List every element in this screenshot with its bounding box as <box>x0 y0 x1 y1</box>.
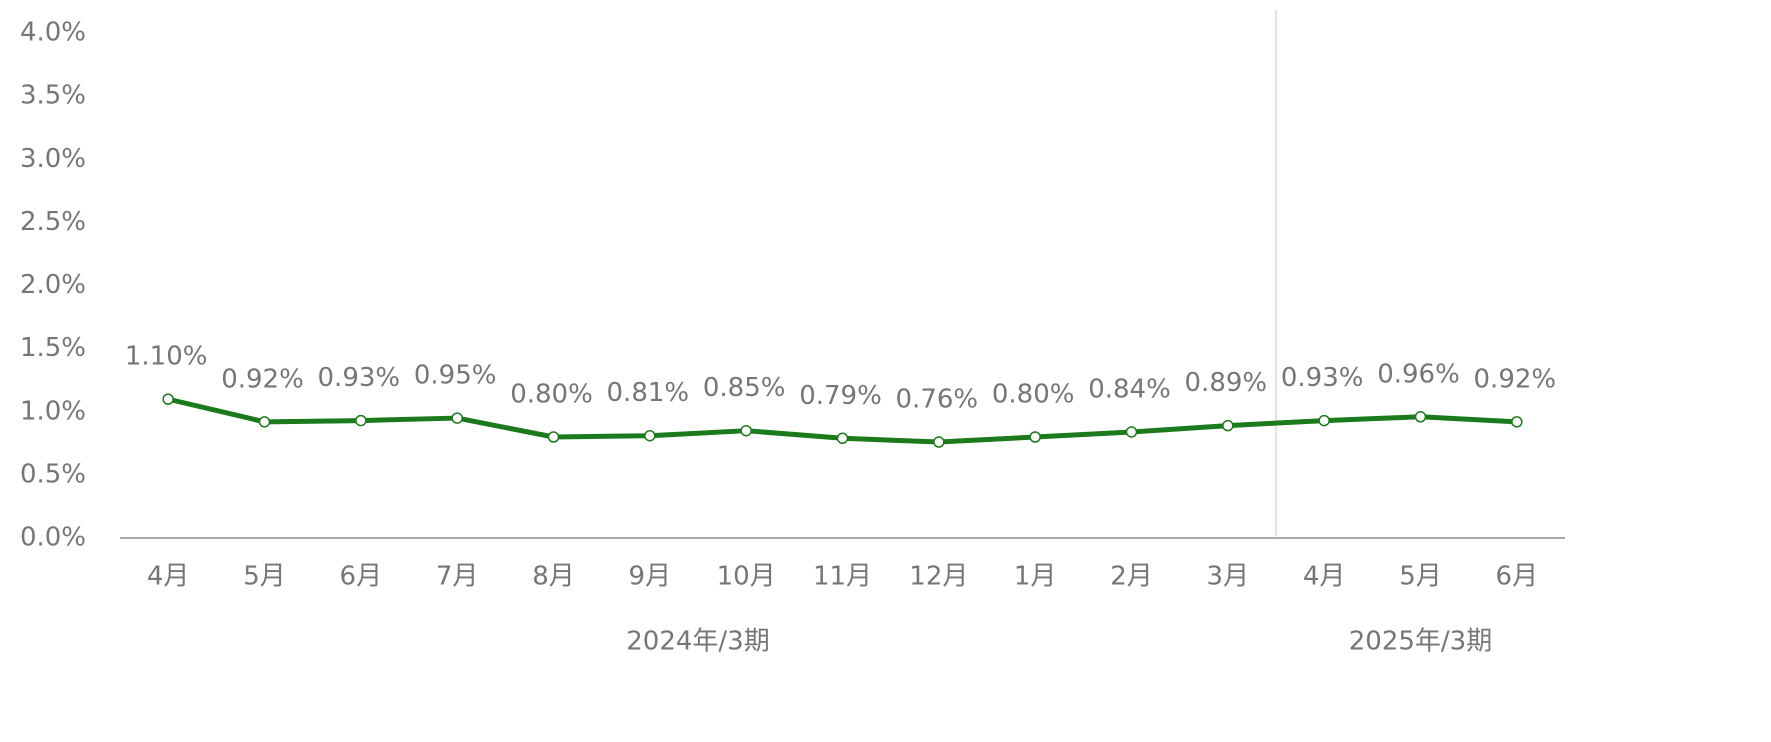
x-tick-label: 12月 <box>909 562 968 592</box>
data-label: 0.96% <box>1377 359 1460 389</box>
data-point <box>1222 419 1234 432</box>
data-point <box>1414 411 1427 423</box>
x-tick-label: 2月 <box>1110 562 1153 592</box>
x-tick-label: 4月 <box>147 562 190 592</box>
x-tick-label: 10月 <box>717 562 776 592</box>
data-label: 0.81% <box>607 378 690 408</box>
y-tick-label: 0.0% <box>20 523 86 553</box>
data-point <box>644 429 656 442</box>
x-tick-label: 3月 <box>1207 562 1250 592</box>
data-point <box>1511 416 1523 428</box>
data-point <box>933 436 945 448</box>
data-label: 0.92% <box>221 364 304 394</box>
x-tick-label: 6月 <box>1496 562 1539 592</box>
data-point <box>162 393 174 405</box>
y-tick-label: 1.5% <box>20 333 86 363</box>
y-tick-label: 4.0% <box>20 18 86 48</box>
x-tick-label: 4月 <box>1303 562 1346 592</box>
data-label: 0.79% <box>799 381 882 411</box>
x-tick-label: 5月 <box>243 562 286 592</box>
x-tick-label: 11月 <box>813 562 872 592</box>
group-label: 2024年/3期 <box>626 627 769 657</box>
x-tick-label: 8月 <box>532 562 575 592</box>
data-point <box>836 432 849 445</box>
data-label: 0.93% <box>1281 363 1364 393</box>
data-point <box>740 424 752 437</box>
data-point <box>1029 431 1041 443</box>
data-label: 0.95% <box>414 361 497 391</box>
data-label: 0.80% <box>992 380 1075 410</box>
x-tick-label: 7月 <box>436 562 479 592</box>
group-label: 2025年/3期 <box>1349 627 1492 657</box>
data-label: 0.76% <box>896 385 979 415</box>
y-tick-label: 2.5% <box>20 207 86 237</box>
x-tick-label: 6月 <box>340 562 383 592</box>
y-tick-label: 0.5% <box>20 459 86 489</box>
x-tick-label: 5月 <box>1399 562 1442 592</box>
data-point <box>1125 426 1138 438</box>
data-label: 0.92% <box>1474 364 1557 394</box>
x-tick-label: 1月 <box>1014 562 1057 592</box>
data-label: 0.84% <box>1088 374 1171 404</box>
y-tick-label: 2.0% <box>20 270 86 300</box>
data-point <box>547 431 560 443</box>
data-label: 0.93% <box>318 363 401 393</box>
data-label: 0.85% <box>703 373 786 403</box>
data-point <box>451 412 463 424</box>
y-tick-label: 1.0% <box>20 396 86 426</box>
y-tick-label: 3.0% <box>20 144 86 174</box>
data-point <box>258 416 271 428</box>
data-label: 1.10% <box>125 342 208 372</box>
data-point <box>1318 414 1330 427</box>
y-tick-label: 3.5% <box>20 81 86 111</box>
data-label: 0.89% <box>1185 368 1268 398</box>
data-label: 0.80% <box>510 380 593 410</box>
x-tick-label: 9月 <box>629 562 672 592</box>
data-point <box>355 414 367 427</box>
